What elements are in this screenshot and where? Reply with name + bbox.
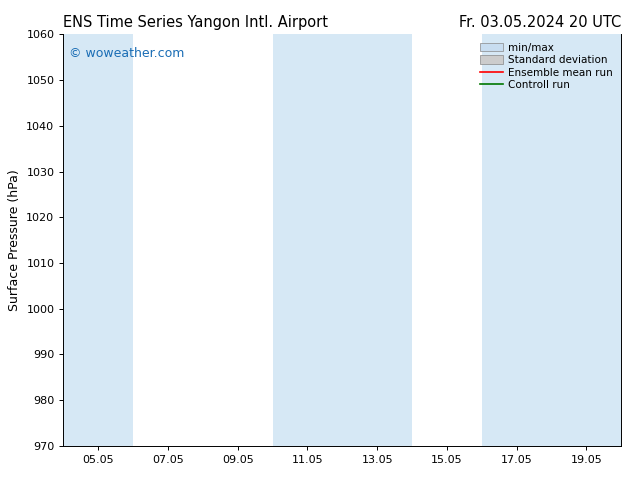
Y-axis label: Surface Pressure (hPa): Surface Pressure (hPa) [8, 169, 21, 311]
Legend: min/max, Standard deviation, Ensemble mean run, Controll run: min/max, Standard deviation, Ensemble me… [477, 40, 616, 94]
Text: © woweather.com: © woweather.com [69, 47, 184, 60]
Bar [273, 34, 342, 446]
Bar [63, 34, 133, 446]
Bar [482, 34, 552, 446]
Text: ENS Time Series Yangon Intl. Airport: ENS Time Series Yangon Intl. Airport [63, 15, 328, 30]
Bar [342, 34, 412, 446]
Bar [552, 34, 621, 446]
Text: Fr. 03.05.2024 20 UTC: Fr. 03.05.2024 20 UTC [459, 15, 621, 30]
